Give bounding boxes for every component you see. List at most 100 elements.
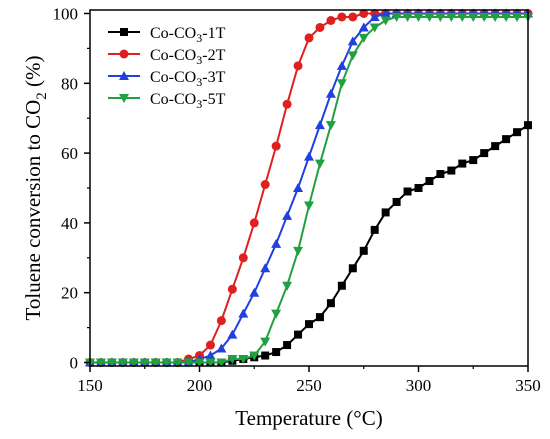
data-point xyxy=(315,22,325,32)
data-point xyxy=(216,343,227,353)
data-point xyxy=(249,287,260,297)
data-point xyxy=(380,16,391,26)
data-point xyxy=(305,320,313,329)
data-point xyxy=(359,8,369,18)
data-point xyxy=(469,156,478,165)
data-point xyxy=(282,210,293,220)
data-point xyxy=(348,12,358,22)
data-point xyxy=(294,330,303,339)
data-point xyxy=(336,79,347,89)
data-point xyxy=(283,341,292,350)
legend-label-subscript: 3 xyxy=(196,53,202,67)
data-point xyxy=(370,225,379,234)
legend-label: Co-CO3-5T xyxy=(150,91,226,111)
series-layer xyxy=(85,8,533,368)
data-point xyxy=(468,12,479,22)
data-point xyxy=(480,149,489,158)
data-point xyxy=(458,159,467,168)
data-point xyxy=(513,128,522,137)
x-tick-label: 200 xyxy=(187,376,213,395)
y-axis-title-suffix: (%) xyxy=(21,56,45,93)
legend-marker xyxy=(120,28,128,36)
data-point xyxy=(227,329,238,339)
y-tick-label: 40 xyxy=(61,214,78,233)
legend-label-post: -3T xyxy=(202,69,225,86)
data-point xyxy=(414,184,423,192)
data-point xyxy=(325,88,336,98)
data-point xyxy=(337,12,347,22)
data-point xyxy=(260,263,271,273)
data-point xyxy=(161,358,172,368)
data-point xyxy=(326,299,335,308)
x-tick-label: 300 xyxy=(406,376,432,395)
data-point xyxy=(227,284,237,294)
legend-item-2: Co-CO3-2T xyxy=(108,47,226,67)
data-point xyxy=(249,218,259,228)
data-point xyxy=(238,253,248,263)
axis-ticks: 150 200 250 300 350 0 20 40 60 80 100 xyxy=(53,4,541,395)
data-point xyxy=(282,99,292,109)
data-point xyxy=(424,12,435,22)
data-point xyxy=(150,358,161,368)
data-point xyxy=(249,351,260,361)
legend-label-pre: Co-CO xyxy=(150,91,196,108)
data-point xyxy=(491,142,500,151)
data-point xyxy=(227,355,238,365)
y-tick-label: 80 xyxy=(61,74,78,93)
data-point xyxy=(425,177,434,186)
data-point xyxy=(369,23,380,33)
y-axis-title-subscript: 2 xyxy=(34,92,50,100)
data-point xyxy=(381,208,390,217)
legend-label-post: -2T xyxy=(202,47,225,64)
data-point xyxy=(194,358,205,368)
data-point xyxy=(336,60,347,70)
series-4 xyxy=(85,12,533,368)
legend-item-1: Co-CO3-1T xyxy=(108,25,226,45)
data-point xyxy=(358,22,369,32)
data-point xyxy=(293,61,303,71)
data-point xyxy=(490,12,501,22)
legend-label: Co-CO3-2T xyxy=(150,47,226,67)
legend-label-post: -1T xyxy=(202,25,225,42)
data-point xyxy=(403,187,412,196)
data-point xyxy=(216,316,226,326)
data-point xyxy=(392,197,401,206)
y-tick-label: 0 xyxy=(70,354,79,373)
data-point xyxy=(447,166,456,175)
data-point xyxy=(183,358,194,368)
data-point xyxy=(369,11,380,21)
data-point xyxy=(293,183,304,192)
data-point xyxy=(117,358,128,368)
data-point xyxy=(261,351,270,360)
legend-label: Co-CO3-3T xyxy=(150,69,226,89)
data-point xyxy=(205,358,216,368)
data-point xyxy=(391,12,402,22)
series-line xyxy=(90,12,528,364)
data-point xyxy=(271,309,282,319)
data-point xyxy=(347,36,358,46)
legend-label-subscript: 3 xyxy=(196,97,202,111)
data-point xyxy=(457,12,468,22)
x-tick-label: 150 xyxy=(77,376,103,395)
data-point xyxy=(293,246,304,256)
data-point xyxy=(260,337,271,347)
x-axis-title: Temperature (°C) xyxy=(235,406,382,430)
data-point xyxy=(380,8,391,18)
y-axis-title-main: Toluene conversion to CO xyxy=(21,100,45,321)
data-point xyxy=(304,201,314,211)
data-point xyxy=(304,151,314,161)
data-point xyxy=(325,121,336,131)
data-point xyxy=(347,51,358,61)
data-point xyxy=(205,340,215,350)
data-point xyxy=(326,15,336,25)
data-point xyxy=(238,308,249,318)
data-point xyxy=(413,12,424,22)
data-point xyxy=(359,246,368,255)
x-tick-label: 350 xyxy=(515,376,541,395)
data-point xyxy=(271,141,281,151)
data-point xyxy=(304,33,314,43)
data-point xyxy=(501,12,512,22)
legend-item-3: Co-CO3-3T xyxy=(108,69,226,89)
data-point xyxy=(479,12,490,22)
data-point xyxy=(260,180,270,190)
